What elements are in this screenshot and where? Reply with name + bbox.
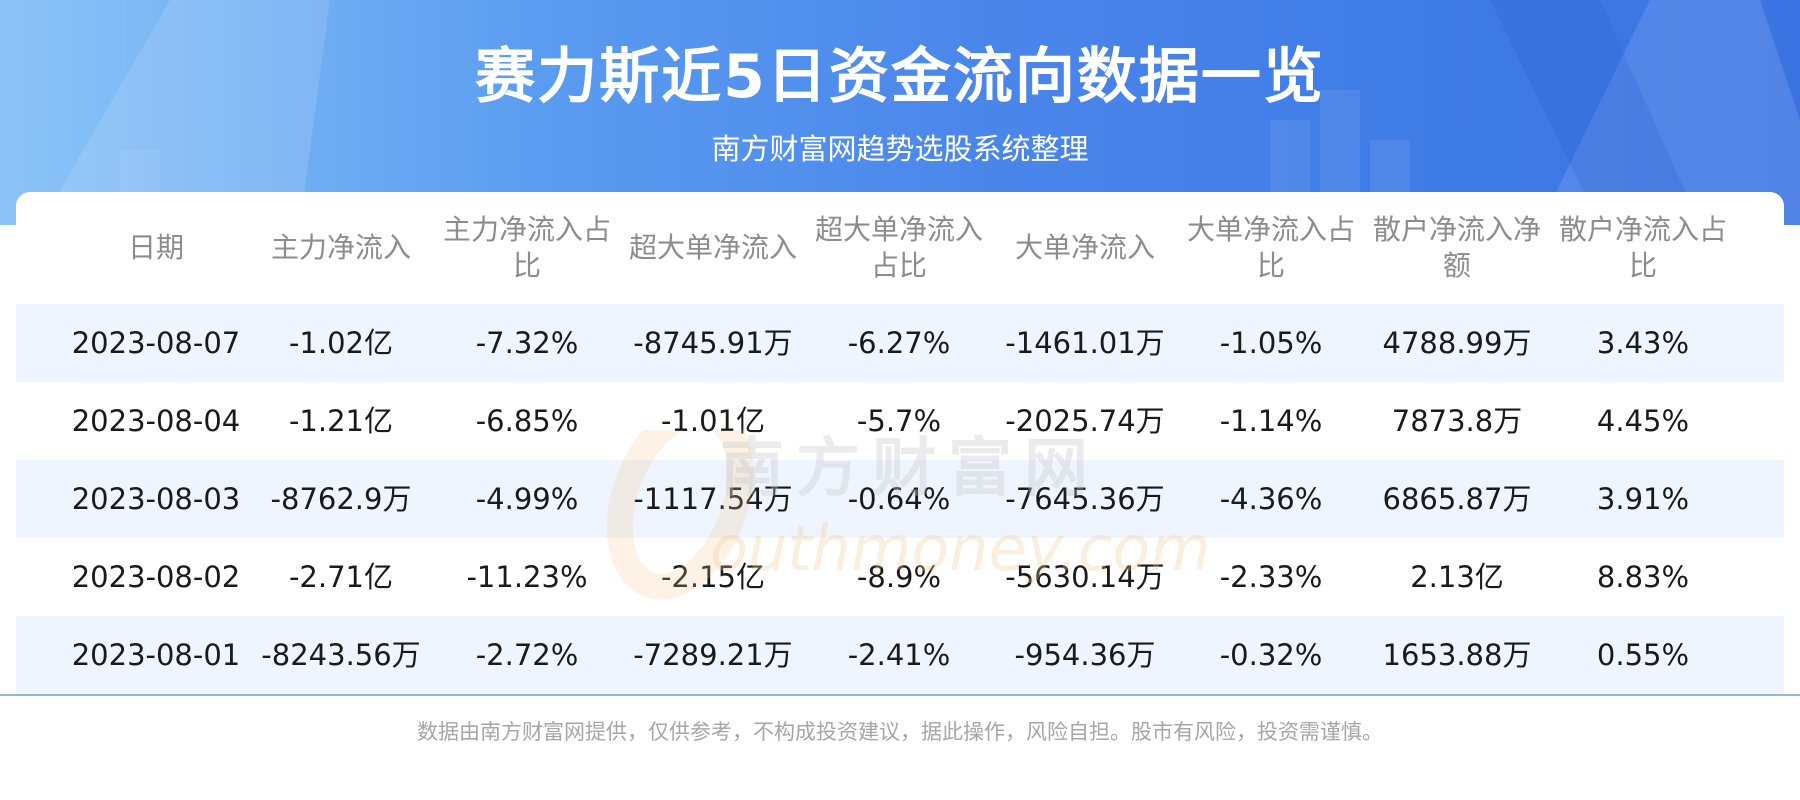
table-row: 2023-08-01 -8243.56万 -2.72% -7289.21万 -2… [16,616,1784,694]
table-cell: -8745.91万 [633,326,793,360]
table-cell: 1653.88万 [1382,638,1532,672]
table-cell: -4.99% [475,482,579,516]
table-row: 2023-08-02 -2.71亿 -11.23% -2.15亿 -8.9% -… [16,538,1784,616]
table-header: 日期 主力净流入 主力净流入占比 超大单净流入 超大单净流入占比 大单净流入 大… [16,192,1784,304]
table-cell: -0.64% [847,482,951,516]
column-header: 散户净流入净额 [1372,213,1541,282]
table-cell: 8.83% [1596,560,1690,594]
page-title: 赛力斯近5日资金流向数据一览 [475,42,1325,112]
table-cell: -1.02亿 [288,326,394,360]
table-cell: 3.43% [1596,326,1690,360]
date-cell: 2023-08-04 [71,404,241,438]
date-cell: 2023-08-03 [71,482,241,516]
table-cell: -2025.74万 [1005,404,1165,438]
table-cell: -8762.9万 [270,482,412,516]
table-row: 2023-08-07 -1.02亿 -7.32% -8745.91万 -6.27… [16,304,1784,382]
watermark-text-cn: 南方财富网 [720,432,1100,506]
table-cell: 7873.8万 [1391,404,1523,438]
table-cell: -1117.54万 [633,482,793,516]
table-cell: -6.27% [847,326,951,360]
table-cell: -8.9% [856,560,942,594]
table-cell: -2.72% [475,638,579,672]
divider [0,694,1800,696]
table-cell: 6865.87万 [1382,482,1532,516]
table-cell: -2.71亿 [288,560,394,594]
table-row: 2023-08-04 -1.21亿 -6.85% -1.01亿 -5.7% -2… [16,382,1784,460]
table-cell: -2.33% [1219,560,1323,594]
column-header: 超大单净流入 [628,231,797,264]
date-cell: 2023-08-02 [71,560,241,594]
column-header: 散户净流入占比 [1558,213,1727,282]
table-cell: 4.45% [1596,404,1690,438]
watermark-text-en: outhmoney.com [710,512,1211,585]
page-subtitle: 南方财富网趋势选股系统整理 [711,132,1089,166]
column-header: 日期 [127,231,184,264]
table-cell: -1.14% [1219,404,1323,438]
table-cell: -1.05% [1219,326,1323,360]
table-row: 2023-08-03 -8762.9万 -4.99% -1117.54万 -0.… [16,460,1784,538]
table-cell: -0.32% [1219,638,1323,672]
table-cell: 0.55% [1596,638,1690,672]
disclaimer-text: 数据由南方财富网提供，仅供参考，不构成投资建议，据此操作，风险自担。股市有风险，… [417,720,1383,744]
table-cell: -5.7% [856,404,942,438]
table-cell: -1.21亿 [288,404,394,438]
column-header: 大单净流入 [1014,231,1155,264]
table-cell: -1.01亿 [660,404,766,438]
date-cell: 2023-08-07 [71,326,241,360]
table-cell: -11.23% [466,560,588,594]
date-cell: 2023-08-01 [71,638,241,672]
table-cell: 3.91% [1596,482,1690,516]
table-cell: -7.32% [475,326,579,360]
table-cell: -2.41% [847,638,951,672]
table-cell: -1461.01万 [1005,326,1165,360]
column-header: 主力净流入 [270,231,411,264]
table-cell: -954.36万 [1014,638,1156,672]
table-cell: -7645.36万 [1005,482,1165,516]
table-card [16,192,1784,696]
table-cell: -4.36% [1219,482,1323,516]
table-cell: -5630.14万 [1005,560,1165,594]
column-header: 主力净流入占比 [442,213,611,282]
table-cell: -6.85% [475,404,579,438]
table-cell: -8243.56万 [261,638,421,672]
table-cell: -2.15亿 [660,560,766,594]
column-header: 大单净流入占比 [1186,213,1355,282]
table-cell: 2.13亿 [1410,560,1504,594]
table-cell: 4788.99万 [1382,326,1532,360]
table-cell: -7289.21万 [633,638,793,672]
column-header: 超大单净流入占比 [814,213,983,282]
southmoney-watermark: 南方财富网 outhmoney.com [606,430,1211,600]
